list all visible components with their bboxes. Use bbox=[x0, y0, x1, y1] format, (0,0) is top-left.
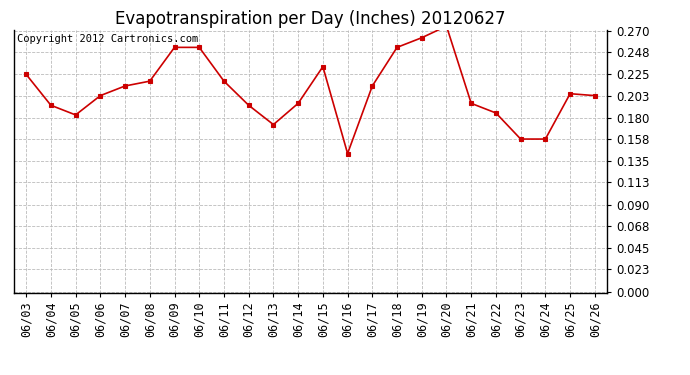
Title: Evapotranspiration per Day (Inches) 20120627: Evapotranspiration per Day (Inches) 2012… bbox=[115, 10, 506, 28]
Text: Copyright 2012 Cartronics.com: Copyright 2012 Cartronics.com bbox=[17, 34, 198, 44]
